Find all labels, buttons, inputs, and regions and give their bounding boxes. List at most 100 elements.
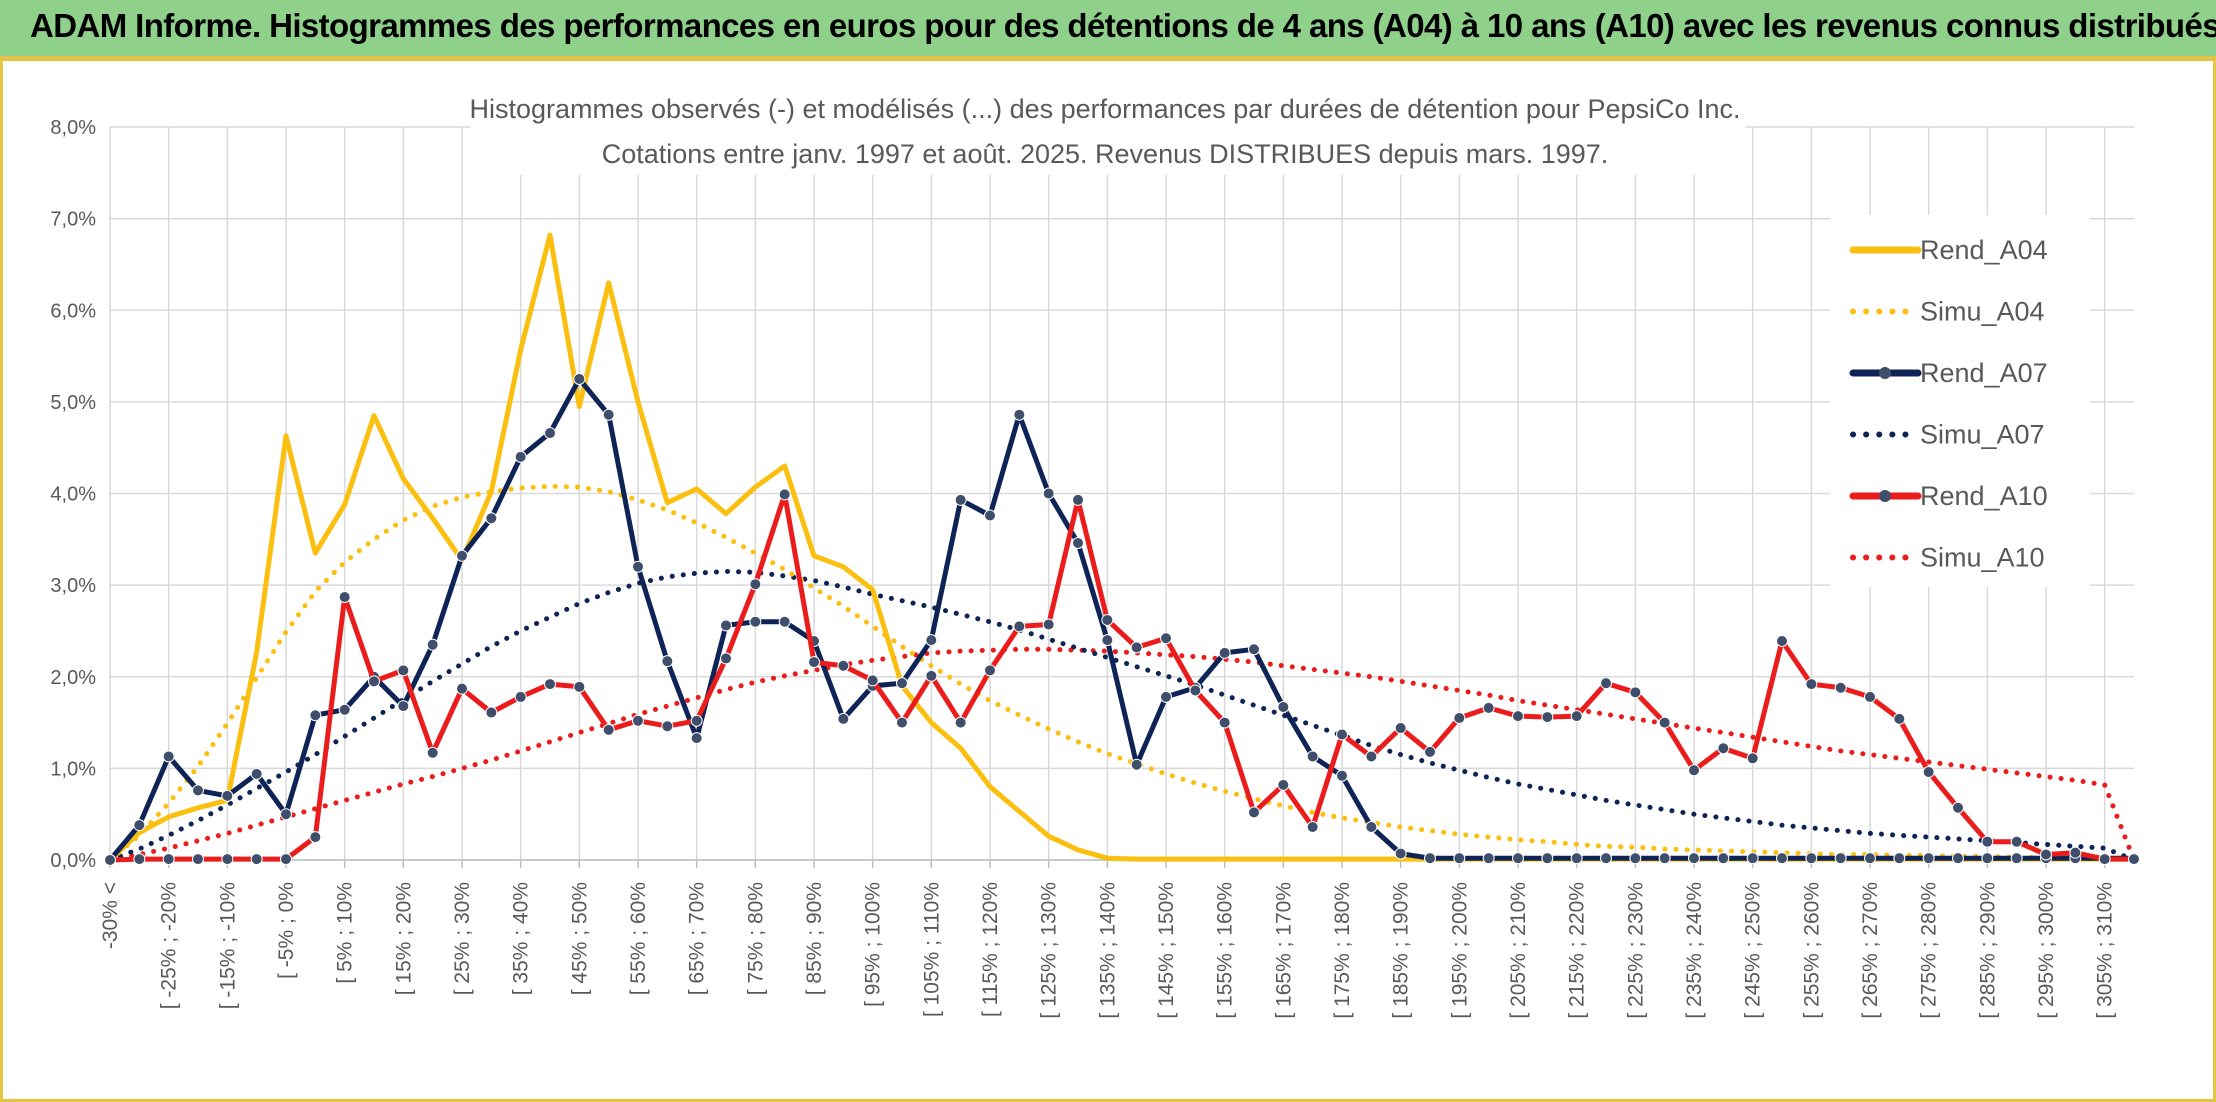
data-point [1453, 852, 1466, 865]
data-point [749, 615, 762, 628]
data-point [1952, 801, 1964, 814]
x-tick-label: [ 215% ; 220% [1566, 882, 1589, 1019]
data-point [2128, 853, 2140, 866]
x-tick-label: [ 205% ; 210% [1507, 882, 1530, 1019]
data-point [1805, 852, 1818, 865]
data-point [1042, 487, 1055, 500]
data-point [690, 714, 703, 727]
data-point [1746, 852, 1759, 865]
x-tick-label: -30% < [99, 882, 122, 949]
data-point [1629, 686, 1642, 699]
data-point [1805, 678, 1818, 691]
chart-title: Histogrammes observés (-) et modélisés (… [469, 94, 1740, 124]
data-point [397, 664, 410, 677]
data-point [192, 784, 204, 797]
legend-label: Simu_A07 [1920, 420, 2045, 450]
y-tick-label: 8,0% [50, 117, 96, 139]
series-Simu_A10 [107, 646, 2137, 863]
data-point [250, 853, 263, 866]
data-point [426, 746, 439, 759]
legend-background [1830, 215, 2090, 587]
data-point [1013, 620, 1026, 633]
data-point [221, 789, 234, 802]
data-point [1160, 632, 1172, 645]
series-Simu_A04 [107, 483, 2137, 863]
data-point [1688, 764, 1700, 777]
data-point [1746, 752, 1759, 765]
data-point [1306, 821, 1319, 834]
data-point [925, 634, 938, 647]
data-point [925, 669, 938, 682]
data-point [280, 808, 292, 821]
data-point [1306, 750, 1319, 763]
data-point [632, 560, 644, 573]
data-point [632, 714, 644, 727]
data-point [661, 720, 674, 733]
data-point [1336, 769, 1348, 782]
x-tick-label: [ 155% ; 160% [1214, 882, 1237, 1019]
data-point [1160, 690, 1172, 703]
x-tick-label: [ 305% ; 310% [2094, 882, 2117, 1019]
x-tick-label: [ 265% ; 270% [1859, 882, 1882, 1019]
x-tick-label: [ 75% ; 80% [744, 882, 767, 995]
chart-subtitle: Cotations entre janv. 1997 et août. 2025… [602, 139, 1609, 169]
data-point [1893, 852, 1906, 865]
legend-label: Simu_A10 [1920, 543, 2045, 573]
legend: Rend_A04 Simu_A04 Rend_A07 Simu_A07 Rend_A10… [1830, 215, 2090, 587]
data-point [1248, 643, 1260, 656]
legend-marker [1879, 490, 1891, 502]
y-tick-label: 0,0% [50, 850, 96, 872]
x-tick-label: [ 275% ; 280% [1918, 882, 1941, 1019]
legend-label: Rend_A04 [1920, 235, 2048, 265]
data-point [1541, 711, 1554, 724]
data-point [1658, 852, 1671, 865]
data-point [866, 674, 879, 687]
x-tick-label: [ 85% ; 90% [803, 882, 826, 995]
data-point [984, 509, 996, 522]
data-point [1981, 835, 1994, 848]
data-point [954, 716, 967, 729]
data-point [162, 750, 175, 763]
x-tick-label: [ 5% ; 10% [334, 882, 357, 984]
data-point [250, 767, 263, 780]
x-tick-label: [ 175% ; 180% [1331, 882, 1354, 1019]
data-point [1512, 852, 1524, 865]
data-point [1981, 852, 1994, 865]
x-tick-label: [ 225% ; 230% [1624, 882, 1647, 1019]
data-point [338, 591, 351, 604]
data-point [485, 512, 498, 525]
y-tick-label: 5,0% [50, 392, 96, 414]
series-line-Rend_A07 [107, 376, 2137, 863]
series-Simu_A07 [107, 568, 2137, 863]
data-point [221, 853, 234, 866]
y-axis-ticks: 0,0% 1,0% 2,0% 3,0% 4,0% 5,0% 6,0% 7,0% 8,0% [50, 117, 96, 872]
data-point [1629, 852, 1642, 865]
series-line-Rend_A10 [107, 491, 2137, 863]
x-tick-label: [ 255% ; 260% [1800, 882, 1823, 1019]
title-background [470, 85, 1745, 175]
data-point [778, 615, 791, 628]
data-point [749, 578, 762, 591]
x-tick-label: [ 65% ; 70% [686, 882, 709, 995]
x-tick-label: [ 125% ; 130% [1038, 882, 1061, 1019]
x-tick-label: [ -25% ; -20% [158, 882, 181, 1009]
data-point [368, 675, 380, 688]
data-point [1453, 711, 1466, 724]
data-point [1717, 852, 1730, 865]
data-point [2040, 848, 2052, 861]
banner: ADAM Informe. Histogrammes des performan… [0, 0, 2216, 58]
data-point [778, 488, 791, 501]
legend-label: Rend_A10 [1920, 481, 2048, 511]
data-point [837, 712, 850, 725]
data-point [1218, 716, 1231, 729]
x-tick-label: [ 245% ; 250% [1742, 882, 1765, 1019]
x-tick-label: [ 165% ; 170% [1272, 882, 1295, 1019]
x-tick-label: [ 145% ; 150% [1155, 882, 1178, 1019]
x-axis-ticks: -30% < [ -25% ; -20% [ -15% ; -10% [ -5% ; … [99, 882, 2117, 1019]
data-point [1834, 681, 1847, 694]
x-tick-label: [ 115% ; 120% [979, 882, 1002, 1017]
data-point [1336, 728, 1348, 741]
data-point [1482, 852, 1495, 865]
data-point [162, 853, 175, 866]
y-tick-label: 2,0% [50, 667, 96, 689]
